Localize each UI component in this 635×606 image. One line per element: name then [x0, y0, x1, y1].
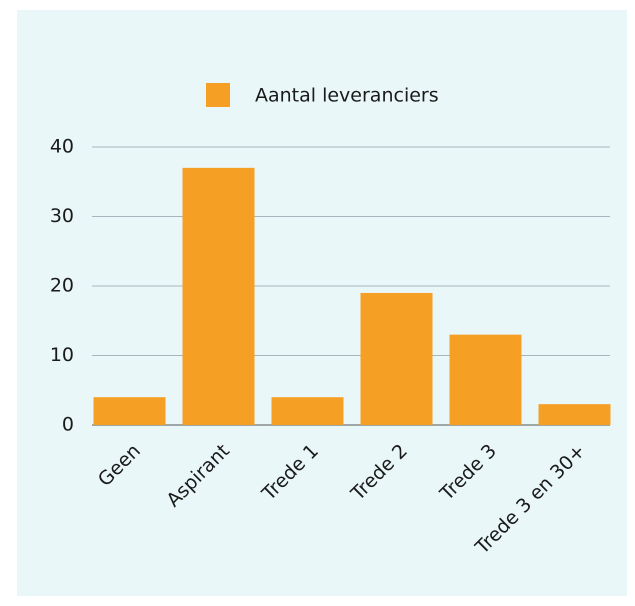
y-tick-label: 0 [62, 414, 74, 436]
bar [182, 167, 255, 425]
chart-background [17, 10, 627, 596]
bar [360, 292, 433, 425]
legend-label: Aantal leveranciers [255, 85, 439, 107]
bar [449, 334, 522, 425]
y-tick-label: 20 [50, 275, 74, 297]
y-tick-label: 30 [50, 205, 74, 227]
y-tick-label: 10 [50, 344, 74, 366]
bar [271, 397, 344, 425]
bar [538, 404, 611, 425]
bar [93, 397, 166, 425]
legend-swatch [206, 83, 230, 107]
y-tick-label: 40 [50, 136, 74, 158]
